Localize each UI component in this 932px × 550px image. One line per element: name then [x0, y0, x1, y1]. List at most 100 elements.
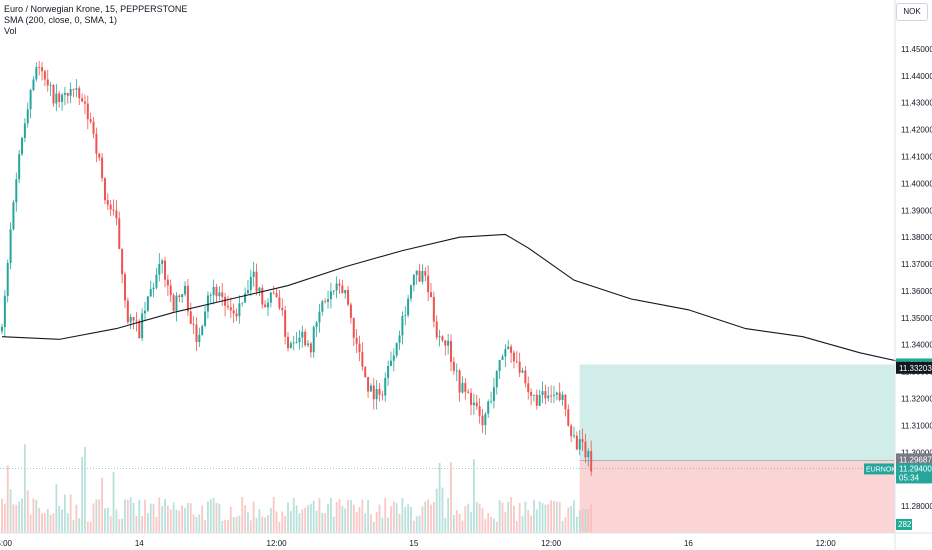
candle-body [9, 229, 12, 263]
volume-bar [518, 503, 521, 533]
candle-body [510, 346, 513, 353]
candle [192, 316, 195, 335]
volume-bar [144, 499, 146, 533]
candle-body [186, 285, 189, 312]
volume-bar [444, 518, 447, 533]
volume-bar [424, 501, 427, 533]
candle [369, 383, 372, 392]
candle [381, 390, 384, 401]
candle [389, 351, 392, 367]
volume-bar [418, 515, 421, 533]
volume-bar [344, 508, 347, 533]
volume-bar [241, 497, 244, 533]
volume-bar [495, 521, 498, 533]
candle-body [284, 310, 287, 337]
volume-bar [438, 462, 441, 533]
candle-body [98, 153, 101, 158]
candle-body [232, 310, 235, 314]
candle [266, 298, 269, 316]
volume-bar [484, 518, 487, 533]
volume-bar [249, 520, 252, 533]
candle [129, 313, 132, 330]
candle-body [272, 292, 275, 294]
candle-body [55, 93, 58, 104]
volume-bar [6, 465, 9, 533]
candle-body [515, 361, 518, 363]
currency-button[interactable]: NOK [896, 3, 928, 21]
candle [492, 377, 495, 409]
candle [558, 382, 561, 402]
volume-bar [521, 515, 524, 533]
volume-bar [89, 521, 92, 533]
candle [41, 62, 44, 81]
candle-body [295, 342, 298, 344]
candle [295, 332, 298, 344]
candle-body [89, 119, 92, 122]
volume-bar [327, 504, 329, 533]
volume-bar [350, 500, 352, 533]
candle [278, 289, 281, 310]
volume-bar [41, 513, 43, 533]
candle-body [395, 342, 398, 356]
candle-body [530, 391, 533, 396]
candle [567, 404, 570, 427]
candle-body [561, 394, 564, 401]
volume-bar [178, 510, 181, 533]
volume-indicator-label[interactable]: Vol [4, 26, 17, 36]
candle [407, 294, 410, 318]
candle-body [495, 371, 498, 388]
candle [584, 433, 587, 463]
volume-bar [224, 519, 226, 533]
volume-bar [78, 518, 81, 533]
candle-body [266, 302, 269, 308]
candle [372, 378, 375, 410]
volume-bar [72, 519, 75, 533]
candle [172, 293, 175, 313]
candle [570, 423, 573, 443]
entry-price-tag-text: 11.29687 [899, 455, 932, 464]
volume-bar [101, 477, 103, 533]
candle-body [324, 301, 327, 303]
candle [352, 317, 355, 347]
candle-body [109, 204, 112, 210]
volume-bar [330, 498, 332, 533]
candle [66, 92, 69, 104]
candle [161, 258, 164, 274]
candle-body [564, 394, 567, 410]
price-tick-label: 11.44000 [901, 72, 932, 81]
volume-bar [401, 498, 404, 533]
candle [121, 248, 124, 284]
candle [298, 329, 301, 350]
candle [58, 91, 61, 108]
volume-bar [341, 506, 344, 533]
candle-body [461, 382, 464, 393]
candle [189, 302, 192, 325]
price-tick-label: 11.30000 [901, 448, 932, 457]
sma-indicator-label[interactable]: SMA (200, close, 0, SMA, 1) [4, 15, 118, 25]
volume-bar [166, 505, 169, 533]
volume-bar [527, 510, 530, 533]
candle [75, 79, 78, 97]
candle-body [241, 302, 244, 304]
volume-bar [473, 459, 475, 533]
candle [324, 298, 327, 304]
volume-bar [415, 516, 418, 533]
volume-bar [530, 515, 532, 533]
volume-bar [81, 457, 83, 533]
candle-body [389, 360, 392, 366]
candle-body [252, 271, 255, 277]
candle-body [189, 311, 192, 324]
candle-body [307, 343, 310, 346]
profit-zone [579, 364, 895, 461]
volume-tag-bg [896, 519, 912, 530]
candle [135, 312, 138, 332]
candle [427, 265, 430, 302]
candle [83, 94, 86, 115]
candle [78, 85, 81, 106]
candle-body [392, 355, 395, 361]
volume-bar [461, 520, 464, 533]
candle [501, 354, 504, 361]
candle-body [444, 340, 447, 346]
candle [95, 127, 98, 163]
